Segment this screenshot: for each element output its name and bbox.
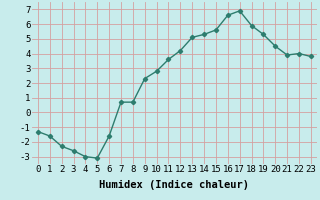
X-axis label: Humidex (Indice chaleur): Humidex (Indice chaleur)	[100, 180, 249, 190]
